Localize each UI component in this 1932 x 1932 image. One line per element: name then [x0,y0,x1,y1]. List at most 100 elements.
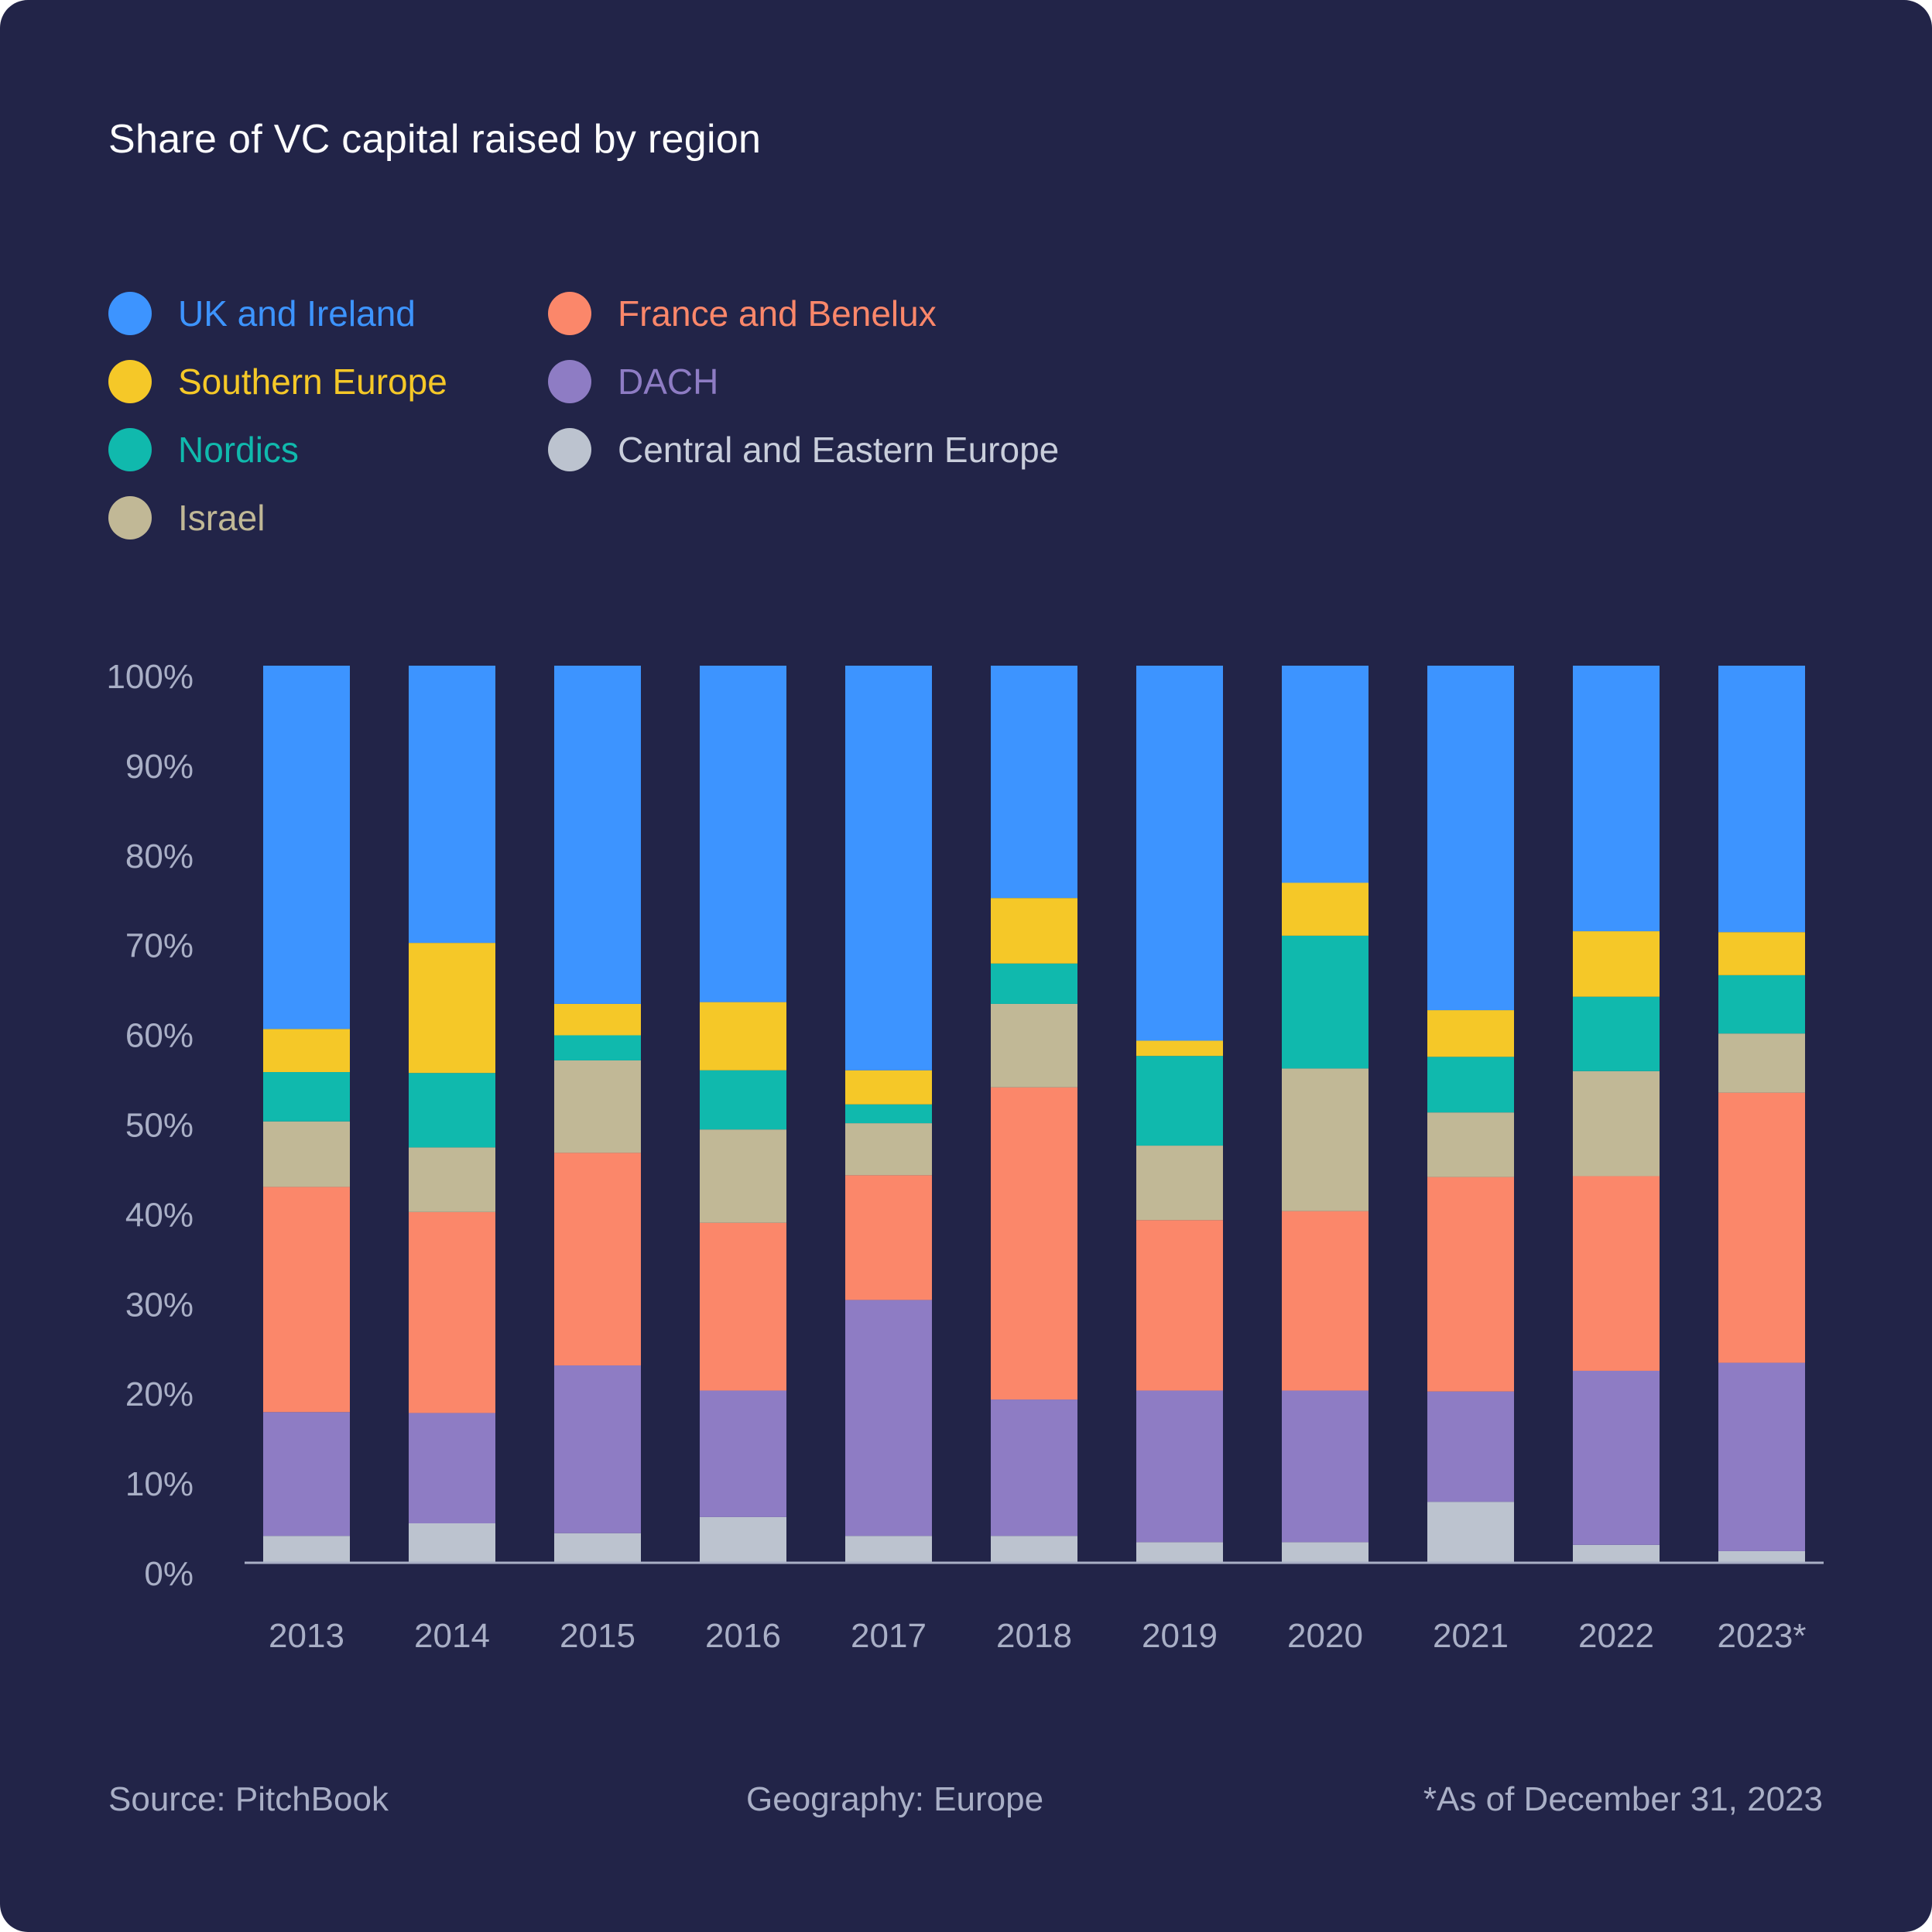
legend: UK and Ireland Southern Europe Nordics I… [108,290,1115,553]
legend-swatch-israel [108,496,152,540]
bar-segment-israel-2021 [1427,1112,1514,1177]
bar-segment-central-and-eastern-europe-2021 [1427,1502,1514,1563]
legend-label-dach: DACH [618,361,719,402]
bar-segment-uk-and-ireland-2022 [1573,666,1660,932]
legend-item-france-benelux: France and Benelux [548,290,937,337]
bar-segment-uk-and-ireland-2015 [554,666,641,1004]
bar-segment-southern-europe-2019 [1136,1040,1223,1057]
x-tick-label-2017: 2017 [851,1617,927,1655]
bar-segment-uk-and-ireland-2019 [1136,666,1223,1041]
y-tick-label-10: 10% [125,1465,194,1503]
bar-segment-central-and-eastern-europe-2022 [1573,1544,1660,1563]
y-tick-label-20: 20% [125,1375,194,1413]
y-tick-label-40: 40% [125,1196,194,1234]
legend-label-france-benelux: France and Benelux [618,293,937,334]
bar-segment-southern-europe-2023 [1718,932,1805,975]
legend-label-cee: Central and Eastern Europe [618,430,1060,470]
bar-segment-france-and-benelux-2023 [1718,1092,1805,1363]
bar-segment-israel-2022 [1573,1070,1660,1177]
bar-segment-dach-2019 [1136,1390,1223,1543]
bar-segment-nordics-2023 [1718,975,1805,1034]
bar-segment-nordics-2018 [991,963,1077,1004]
x-tick-label-2018: 2018 [996,1617,1072,1655]
bar-segment-central-and-eastern-europe-2019 [1136,1542,1223,1563]
bar-segment-dach-2016 [700,1390,786,1517]
bar-segment-france-and-benelux-2022 [1573,1176,1660,1371]
bar-segment-uk-and-ireland-2018 [991,666,1077,899]
y-tick-label-60: 60% [125,1017,194,1055]
legend-swatch-dach [548,360,591,403]
bar-segment-nordics-2015 [554,1035,641,1060]
bar-segment-israel-2015 [554,1060,641,1153]
bar-segment-nordics-2019 [1136,1056,1223,1146]
bar-segment-central-and-eastern-europe-2014 [409,1523,495,1563]
bar-segment-france-and-benelux-2013 [263,1187,350,1413]
bar-segment-france-and-benelux-2018 [991,1087,1077,1400]
bar-segment-france-and-benelux-2017 [845,1175,932,1300]
x-tick-label-2020: 2020 [1287,1617,1363,1655]
legend-item-israel: Israel [108,495,265,541]
bar-segment-israel-2020 [1282,1068,1368,1211]
bar-segment-central-and-eastern-europe-2020 [1282,1542,1368,1563]
bar-segment-dach-2015 [554,1365,641,1533]
bar-segment-uk-and-ireland-2021 [1427,666,1514,1011]
legend-swatch-nordics [108,428,152,471]
bar-segment-southern-europe-2015 [554,1003,641,1036]
bar-segment-israel-2014 [409,1147,495,1212]
bar-segment-france-and-benelux-2015 [554,1153,641,1366]
legend-item-southern-europe: Southern Europe [108,358,447,405]
bar-segment-central-and-eastern-europe-2017 [845,1536,932,1563]
x-tick-label-2019: 2019 [1142,1617,1218,1655]
legend-swatch-cee [548,428,591,471]
bar-segment-nordics-2022 [1573,996,1660,1071]
bar-segment-dach-2023 [1718,1362,1805,1551]
bar-segment-nordics-2021 [1427,1057,1514,1113]
bar-segment-dach-2021 [1427,1391,1514,1502]
footer-note: *As of December 31, 2023 [1423,1780,1823,1818]
x-axis-ticks: 2013 2014 2015 2016 2017 2018 2019 2020 2021 2022… [269,1617,1806,1655]
bar-segment-uk-and-ireland-2017 [845,666,932,1070]
bar-segment-dach-2014 [409,1413,495,1524]
bar-segment-israel-2016 [700,1129,786,1223]
bar-segment-nordics-2013 [263,1072,350,1122]
legend-swatch-france-benelux [548,292,591,335]
x-tick-label-2014: 2014 [414,1617,490,1655]
bar-segment-southern-europe-2014 [409,943,495,1074]
bar-segment-uk-and-ireland-2020 [1282,666,1368,883]
bar-segment-dach-2017 [845,1300,932,1536]
bar-segment-central-and-eastern-europe-2016 [700,1516,786,1563]
legend-label-israel: Israel [178,498,265,538]
bar-segment-uk-and-ireland-2016 [700,666,786,1002]
bar-segment-southern-europe-2020 [1282,882,1368,936]
bar-segment-central-and-eastern-europe-2015 [554,1533,641,1563]
bar-segment-france-and-benelux-2021 [1427,1177,1514,1392]
bars-group [263,666,1805,1563]
footer-source: Source: PitchBook [108,1780,389,1818]
bar-segment-nordics-2014 [409,1073,495,1148]
bar-segment-france-and-benelux-2020 [1282,1211,1368,1391]
x-tick-label-2023: 2023* [1717,1617,1806,1655]
bar-segment-uk-and-ireland-2013 [263,666,350,1029]
legend-item-dach: DACH [548,358,718,405]
bar-segment-dach-2022 [1573,1370,1660,1545]
bar-segment-southern-europe-2022 [1573,931,1660,997]
legend-label-nordics: Nordics [178,430,299,470]
y-tick-label-0: 0% [144,1555,194,1593]
y-tick-label-70: 70% [125,927,194,965]
bar-segment-uk-and-ireland-2023 [1718,666,1805,933]
y-tick-label-50: 50% [125,1107,194,1145]
y-tick-label-80: 80% [125,838,194,875]
legend-label-southern-europe: Southern Europe [178,361,447,402]
bar-segment-nordics-2016 [700,1070,786,1130]
bar-segment-central-and-eastern-europe-2023 [1718,1550,1805,1563]
legend-item-uk-ireland: UK and Ireland [108,290,416,337]
y-tick-label-90: 90% [125,748,194,786]
bar-segment-israel-2018 [991,1003,1077,1088]
bar-segment-southern-europe-2013 [263,1029,350,1073]
bar-segment-nordics-2020 [1282,935,1368,1069]
bar-segment-france-and-benelux-2019 [1136,1220,1223,1391]
legend-label-uk-ireland: UK and Ireland [178,293,416,334]
bar-segment-dach-2018 [991,1399,1077,1536]
bar-segment-israel-2017 [845,1123,932,1176]
